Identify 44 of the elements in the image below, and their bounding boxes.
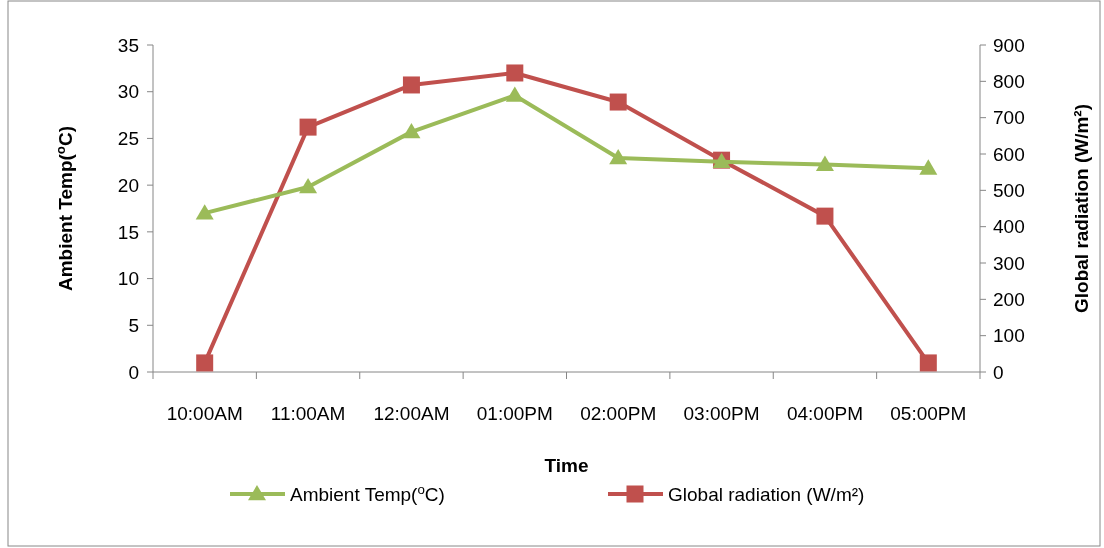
x-tick-label: 11:00AM xyxy=(270,403,346,424)
point xyxy=(609,149,628,165)
x-axis-title: Time xyxy=(544,455,589,476)
y2-tick-label: 900 xyxy=(993,34,1025,56)
point xyxy=(919,159,938,175)
y-tick-label: 10 xyxy=(117,268,139,290)
y2-tick-label: 600 xyxy=(993,143,1025,165)
x-tick-label: 03:00PM xyxy=(683,403,760,424)
point xyxy=(299,178,318,194)
point xyxy=(195,204,214,220)
y2-tick-label: 500 xyxy=(993,179,1025,201)
y-tick-label: 30 xyxy=(117,81,139,103)
y2-tick-label: 400 xyxy=(993,216,1025,238)
x-tick-label: 10:00AM xyxy=(166,403,243,424)
legend-label: Ambient Temp($^{o}$C) xyxy=(290,481,445,505)
point xyxy=(505,86,524,102)
point xyxy=(402,122,421,139)
point xyxy=(816,207,834,225)
point xyxy=(506,64,524,82)
x-tick-label: 05:00PM xyxy=(890,403,967,424)
y-tick-label: 0 xyxy=(128,361,139,383)
legend-label: Global radiation (W/m²) xyxy=(668,483,865,505)
y2-tick-label: 200 xyxy=(993,288,1025,310)
point xyxy=(196,354,214,372)
y2-tick-label: 800 xyxy=(993,70,1025,92)
x-tick-label: 02:00PM xyxy=(580,403,657,424)
y-tick-label: 35 xyxy=(117,34,139,56)
y2-tick-label: 300 xyxy=(993,252,1025,274)
y-tick-label: 5 xyxy=(128,314,139,336)
x-tick-label: 01:00PM xyxy=(476,403,553,424)
point xyxy=(919,354,937,372)
y2-tick-label: 100 xyxy=(993,325,1025,347)
point xyxy=(299,118,317,136)
x-tick-label: 04:00PM xyxy=(786,403,863,424)
point xyxy=(609,93,627,111)
y2-tick-label: 0 xyxy=(993,361,1004,383)
y2-tick-label: 700 xyxy=(993,107,1025,129)
x-tick-label: 12:00AM xyxy=(373,403,450,424)
point xyxy=(815,155,834,171)
y-tick-label: 20 xyxy=(117,174,139,196)
y2-axis-title: Global radiation (W/m²) xyxy=(1071,104,1092,313)
point xyxy=(402,76,420,94)
y-tick-label: 15 xyxy=(117,221,139,243)
y-tick-label: 25 xyxy=(117,128,139,150)
